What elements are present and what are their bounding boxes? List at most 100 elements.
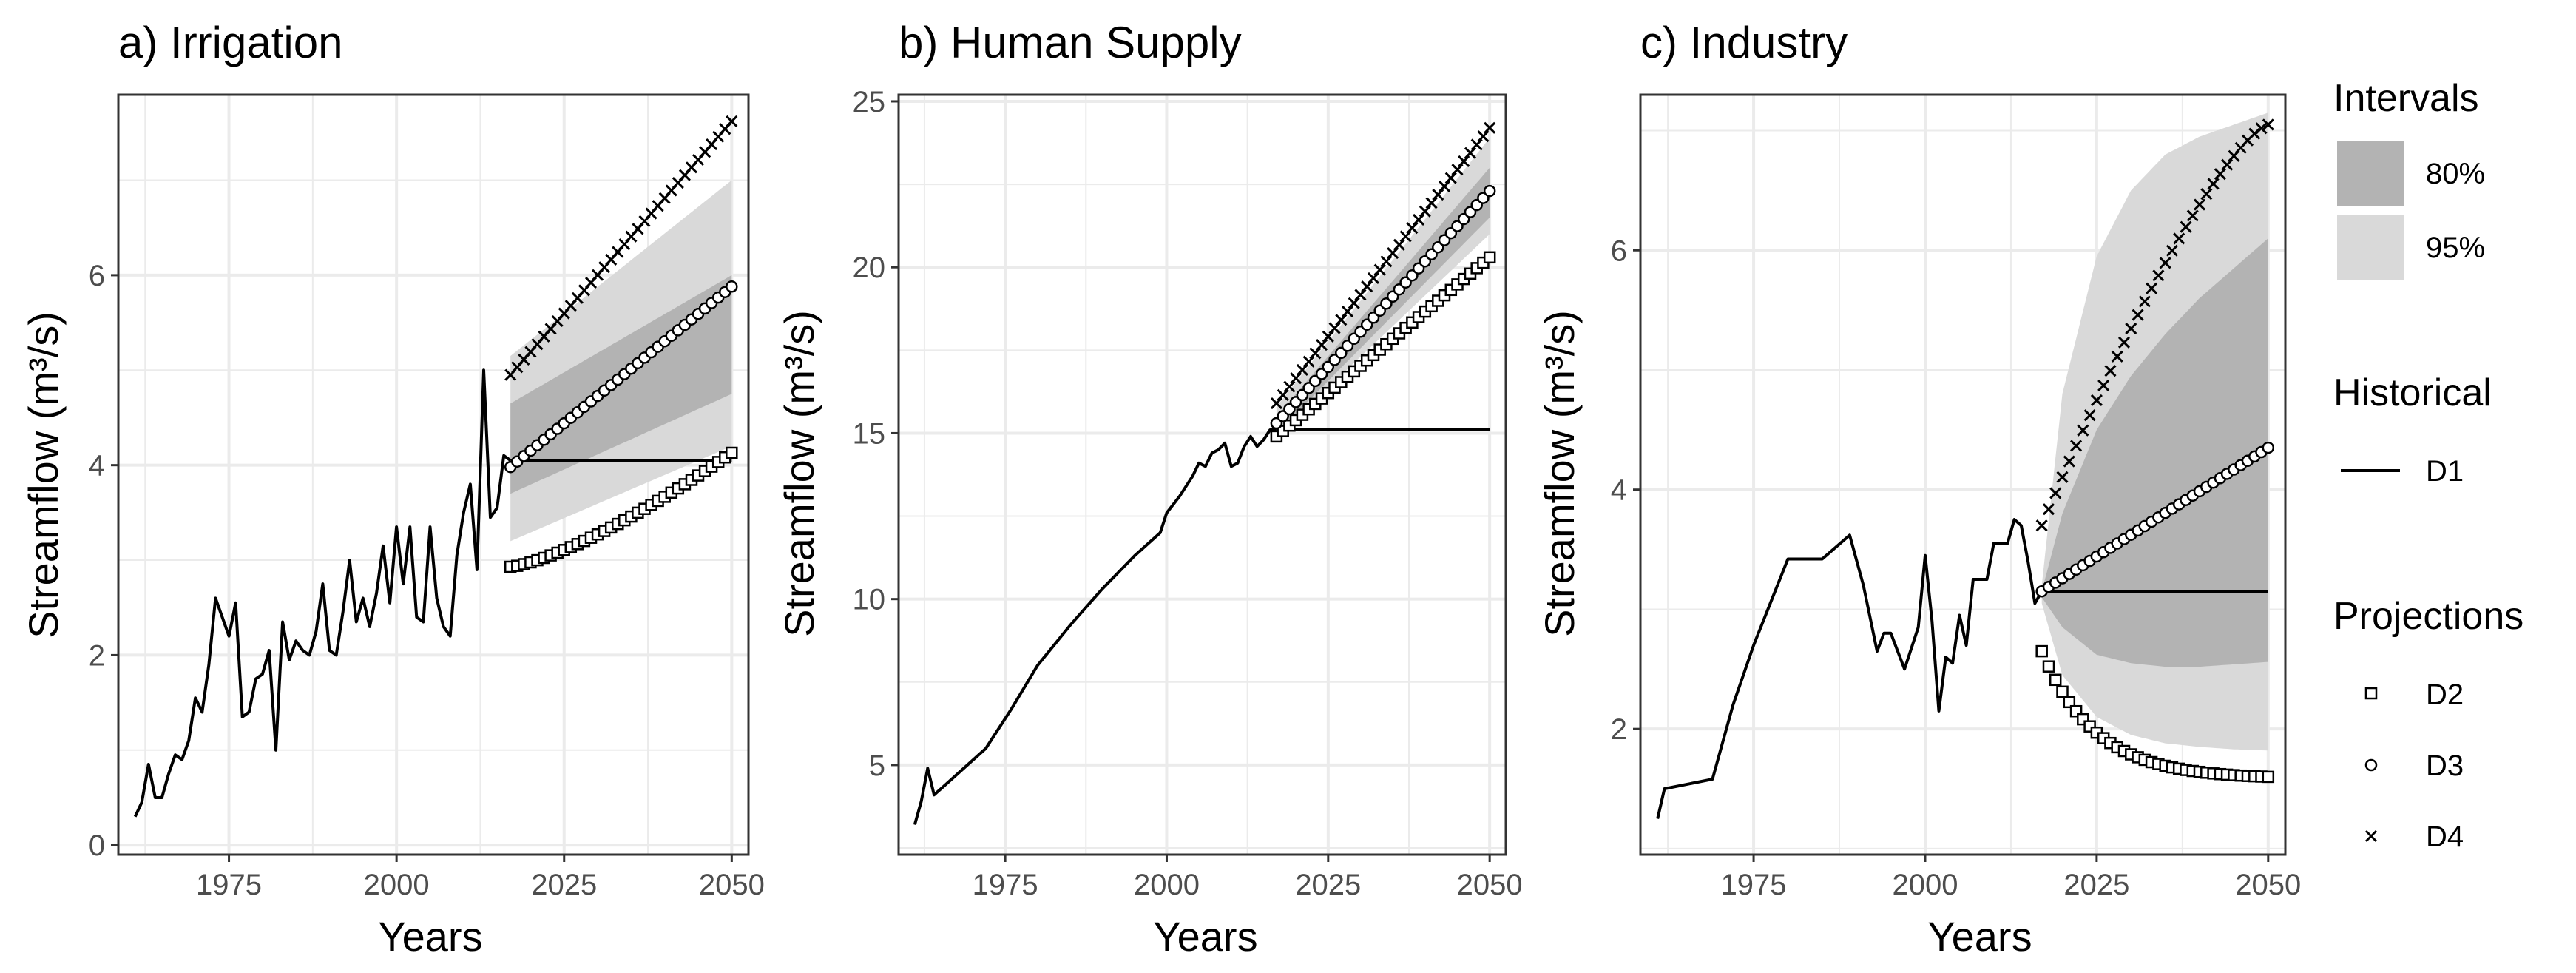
legend-label-80: 80% [2426, 158, 2485, 190]
projection-point-d2 [2042, 660, 2055, 673]
y-tick-label: 6 [89, 260, 105, 292]
projection-point-d4 [2214, 168, 2226, 181]
projection-point-d4 [2255, 122, 2268, 135]
y-tick-label: 4 [89, 450, 105, 482]
projection-point-d4 [2056, 471, 2069, 483]
projection-point-d4 [2262, 118, 2274, 131]
x-tick-label: 2050 [1457, 869, 1523, 901]
projection-point-d4 [1335, 314, 1348, 326]
projection-point-d3 [2262, 441, 2275, 454]
projection-point-d4 [2104, 365, 2117, 377]
panel-irrigation: 1975 2000 2025 2050 0 2 4 6 [89, 93, 765, 901]
projection-point-d4 [1470, 138, 1483, 151]
panel-b-title: b) Human Supply [899, 18, 1242, 67]
legend-key-95 [2337, 215, 2404, 280]
y-tick-label: 5 [869, 750, 885, 782]
panel-b-ylabel: Streamflow (m³/s) [776, 310, 822, 637]
legend-projections-title: Projections [2333, 595, 2523, 638]
x-tick-label: 2050 [2235, 869, 2301, 901]
legend-historical-title: Historical [2333, 371, 2492, 414]
projection-point-d2 [2063, 696, 2076, 709]
projection-point-d2 [1483, 251, 1496, 264]
projection-point-d4 [2097, 379, 2110, 391]
x-tick-label: 2000 [1134, 869, 1200, 901]
projection-point-d2 [2262, 770, 2275, 784]
x-tick-label: 2050 [699, 869, 765, 901]
projection-point-d4 [2207, 178, 2220, 190]
projection-point-d4 [2193, 198, 2206, 211]
panel-c-title: c) Industry [1640, 18, 1848, 67]
projection-point-d4 [2090, 394, 2103, 406]
x-tick-label: 2000 [1892, 869, 1958, 901]
legend-key-d3-circle [2364, 758, 2378, 772]
x-tick-label: 1975 [973, 869, 1038, 901]
projection-point-d4 [2200, 188, 2213, 201]
y-tick-label: 15 [853, 417, 886, 450]
projection-point-d4 [1464, 147, 1477, 159]
projection-point-d4 [726, 115, 738, 128]
legend: Intervals 80% 95% Historical D1 Projecti… [2333, 77, 2523, 853]
projection-point-d4 [1419, 205, 1431, 218]
projection-point-d4 [2083, 409, 2096, 422]
projection-point-d4 [2049, 487, 2062, 499]
projection-point-d4 [1296, 363, 1308, 377]
projection-point-d4 [1302, 355, 1315, 368]
y-tick-label: 6 [1611, 235, 1627, 267]
panel-b-xlabel: Years [1153, 913, 1257, 960]
historical-line-d1 [133, 368, 512, 818]
projection-point-d4 [1322, 330, 1334, 343]
projection-point-d3 [1483, 184, 1496, 198]
projection-point-d4 [2035, 519, 2048, 532]
y-tick-label: 20 [853, 252, 886, 284]
projection-point-d4 [1399, 230, 1412, 243]
projection-point-d4 [2077, 424, 2089, 437]
projection-point-d4 [1316, 339, 1328, 351]
projection-point-d4 [1290, 372, 1302, 385]
x-tick-label: 2000 [364, 869, 430, 901]
projection-point-d4 [1444, 172, 1457, 184]
x-tick-label: 2025 [1295, 869, 1361, 901]
plot-border [117, 93, 750, 856]
legend-intervals-title: Intervals [2333, 77, 2479, 120]
projection-point-d4 [1328, 322, 1341, 334]
projection-point-d4 [1283, 380, 1296, 393]
y-tick-label: 2 [89, 639, 105, 672]
projection-point-d4 [1425, 197, 1438, 209]
projection-point-d4 [1432, 189, 1444, 201]
x-tick-label: 2025 [531, 869, 597, 901]
legend-label-d1: D1 [2426, 455, 2464, 488]
legend-key-80 [2337, 141, 2404, 206]
projection-point-d3 [726, 280, 738, 293]
historical-line-d1 [1656, 518, 2043, 819]
plot-border [1639, 93, 2287, 856]
projection-point-d4 [2180, 220, 2192, 233]
panel-c-xlabel: Years [1927, 913, 2032, 960]
projection-point-d4 [2042, 503, 2055, 516]
x-tick-label: 2025 [2063, 869, 2129, 901]
projection-point-d4 [2117, 336, 2131, 349]
projection-point-d4 [1348, 297, 1360, 309]
projection-point-d4 [1477, 130, 1490, 143]
panel-a-xlabel: Years [378, 913, 482, 960]
projection-point-d4 [1413, 213, 1425, 226]
projection-point-d4 [2111, 350, 2123, 363]
y-tick-label: 25 [853, 86, 886, 118]
panel-a-ylabel: Streamflow (m³/s) [20, 312, 67, 639]
projection-point-d4 [2069, 440, 2083, 452]
projection-point-d2 [726, 446, 738, 459]
projection-point-d4 [2159, 257, 2171, 269]
projection-point-d4 [1361, 280, 1373, 293]
projection-point-d4 [2186, 209, 2199, 222]
legend-key-d4-cross [2364, 829, 2378, 843]
legend-label-95: 95% [2426, 232, 2485, 264]
projection-point-d4 [2063, 455, 2075, 468]
y-tick-label: 4 [1611, 474, 1627, 507]
projection-point-d2 [2056, 685, 2069, 698]
y-tick-label: 0 [89, 829, 105, 862]
projection-point-d4 [1367, 272, 1380, 284]
y-tick-label: 2 [1611, 713, 1627, 746]
projection-point-d4 [1451, 164, 1464, 176]
projection-point-d4 [1373, 263, 1386, 276]
projection-point-d4 [1270, 397, 1283, 410]
